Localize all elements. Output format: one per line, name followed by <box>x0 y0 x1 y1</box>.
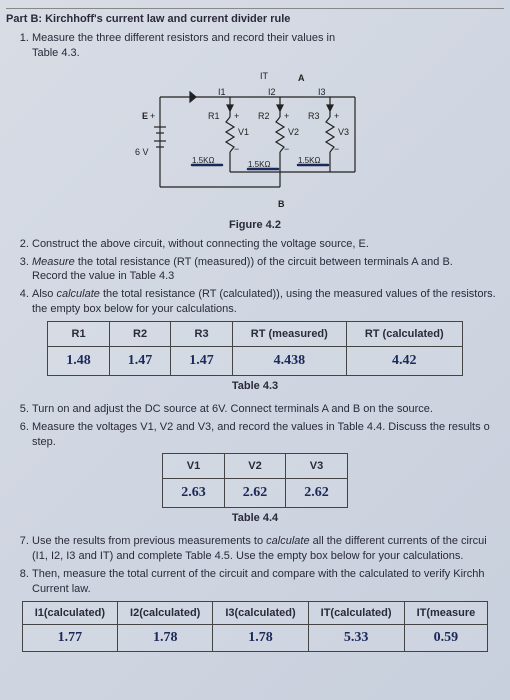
cell: 4.438 <box>232 346 346 375</box>
col-header: I3(calculated) <box>213 601 308 624</box>
step-1b-text: Table 4.3. <box>32 47 80 59</box>
svg-text:6 V: 6 V <box>135 147 149 157</box>
step-list-3: Turn on and adjust the DC source at 6V. … <box>6 402 504 450</box>
step-6: Measure the voltages V1, V2 and V3, and … <box>32 420 504 450</box>
part-title: Part B: Kirchhoff's current law and curr… <box>6 13 290 25</box>
svg-text:B: B <box>278 199 285 209</box>
svg-text:−: − <box>284 144 289 154</box>
svg-text:R3: R3 <box>308 111 320 121</box>
svg-text:I1: I1 <box>218 87 226 97</box>
step-4: Also calculate the total resistance (RT … <box>32 287 504 317</box>
cell: 1.78 <box>118 624 213 651</box>
table-4-4: V1 V2 V3 2.63 2.62 2.62 <box>162 453 348 508</box>
col-header: I2(calculated) <box>118 601 213 624</box>
table-row: R1 R2 R3 RT (measured) RT (calculated) <box>48 321 462 346</box>
svg-text:I3: I3 <box>318 87 326 97</box>
step-1-text: Measure the three different resistors an… <box>32 32 335 44</box>
svg-text:E: E <box>142 111 148 121</box>
svg-text:+: + <box>150 111 155 121</box>
step-2: Construct the above circuit, without con… <box>32 237 504 252</box>
svg-text:R2: R2 <box>258 111 270 121</box>
table-row: V1 V2 V3 <box>163 454 348 479</box>
col-header: V1 <box>163 454 225 479</box>
table-44-caption: Table 4.4 <box>6 512 504 524</box>
svg-text:V1: V1 <box>238 127 249 137</box>
svg-text:−: − <box>334 144 339 154</box>
svg-text:V2: V2 <box>288 127 299 137</box>
col-header: V2 <box>224 454 286 479</box>
svg-text:IT: IT <box>260 71 269 81</box>
svg-text:−: − <box>234 144 239 154</box>
figure-caption: Figure 4.2 <box>6 219 504 231</box>
step-5: Turn on and adjust the DC source at 6V. … <box>32 402 504 417</box>
col-header: I1(calculated) <box>22 601 117 624</box>
cell: 1.78 <box>213 624 308 651</box>
table-row: 1.77 1.78 1.78 5.33 0.59 <box>22 624 488 651</box>
cell: 1.48 <box>48 346 110 375</box>
col-header: R1 <box>48 321 110 346</box>
svg-text:1.5KΩ: 1.5KΩ <box>248 160 270 169</box>
cell: 0.59 <box>404 624 488 651</box>
svg-text:1.5KΩ: 1.5KΩ <box>298 156 320 165</box>
svg-text:+: + <box>234 111 239 121</box>
table-43-caption: Table 4.3 <box>6 380 504 392</box>
step-list-2: Construct the above circuit, without con… <box>6 237 504 317</box>
cell: 2.63 <box>163 479 225 508</box>
step-8: Then, measure the total current of the c… <box>32 567 504 597</box>
step-3: Measure the total resistance (RT (measur… <box>32 255 504 285</box>
table-row: 1.48 1.47 1.47 4.438 4.42 <box>48 346 462 375</box>
svg-text:A: A <box>298 73 305 83</box>
col-header: RT (calculated) <box>346 321 462 346</box>
cell: 1.77 <box>22 624 117 651</box>
svg-text:R1: R1 <box>208 111 220 121</box>
cell: 2.62 <box>224 479 286 508</box>
circuit-diagram: IT A B E 6 V I1 I2 I3 R1 R2 R3 V1 V2 V3 … <box>130 67 380 217</box>
col-header: R3 <box>171 321 233 346</box>
cell: 4.42 <box>346 346 462 375</box>
col-header: RT (measured) <box>232 321 346 346</box>
svg-text:1.5KΩ: 1.5KΩ <box>192 156 214 165</box>
col-header: V3 <box>286 454 348 479</box>
step-list-4: Use the results from previous measuremen… <box>6 534 504 596</box>
cell: 2.62 <box>286 479 348 508</box>
part-header: Part B: Kirchhoff's current law and curr… <box>6 8 504 25</box>
cell: 1.47 <box>109 346 171 375</box>
svg-text:I2: I2 <box>268 87 276 97</box>
table-row: I1(calculated) I2(calculated) I3(calcula… <box>22 601 488 624</box>
svg-text:+: + <box>284 111 289 121</box>
step-list-1: Measure the three different resistors an… <box>6 31 504 61</box>
col-header: IT(calculated) <box>308 601 404 624</box>
cell: 1.47 <box>171 346 233 375</box>
col-header: R2 <box>109 321 171 346</box>
col-header: IT(measure <box>404 601 488 624</box>
svg-text:V3: V3 <box>338 127 349 137</box>
table-4-5: I1(calculated) I2(calculated) I3(calcula… <box>22 601 489 652</box>
step-7: Use the results from previous measuremen… <box>32 534 504 564</box>
table-row: 2.63 2.62 2.62 <box>163 479 348 508</box>
table-4-3: R1 R2 R3 RT (measured) RT (calculated) 1… <box>47 321 462 376</box>
cell: 5.33 <box>308 624 404 651</box>
step-1: Measure the three different resistors an… <box>32 31 504 61</box>
svg-text:+: + <box>334 111 339 121</box>
